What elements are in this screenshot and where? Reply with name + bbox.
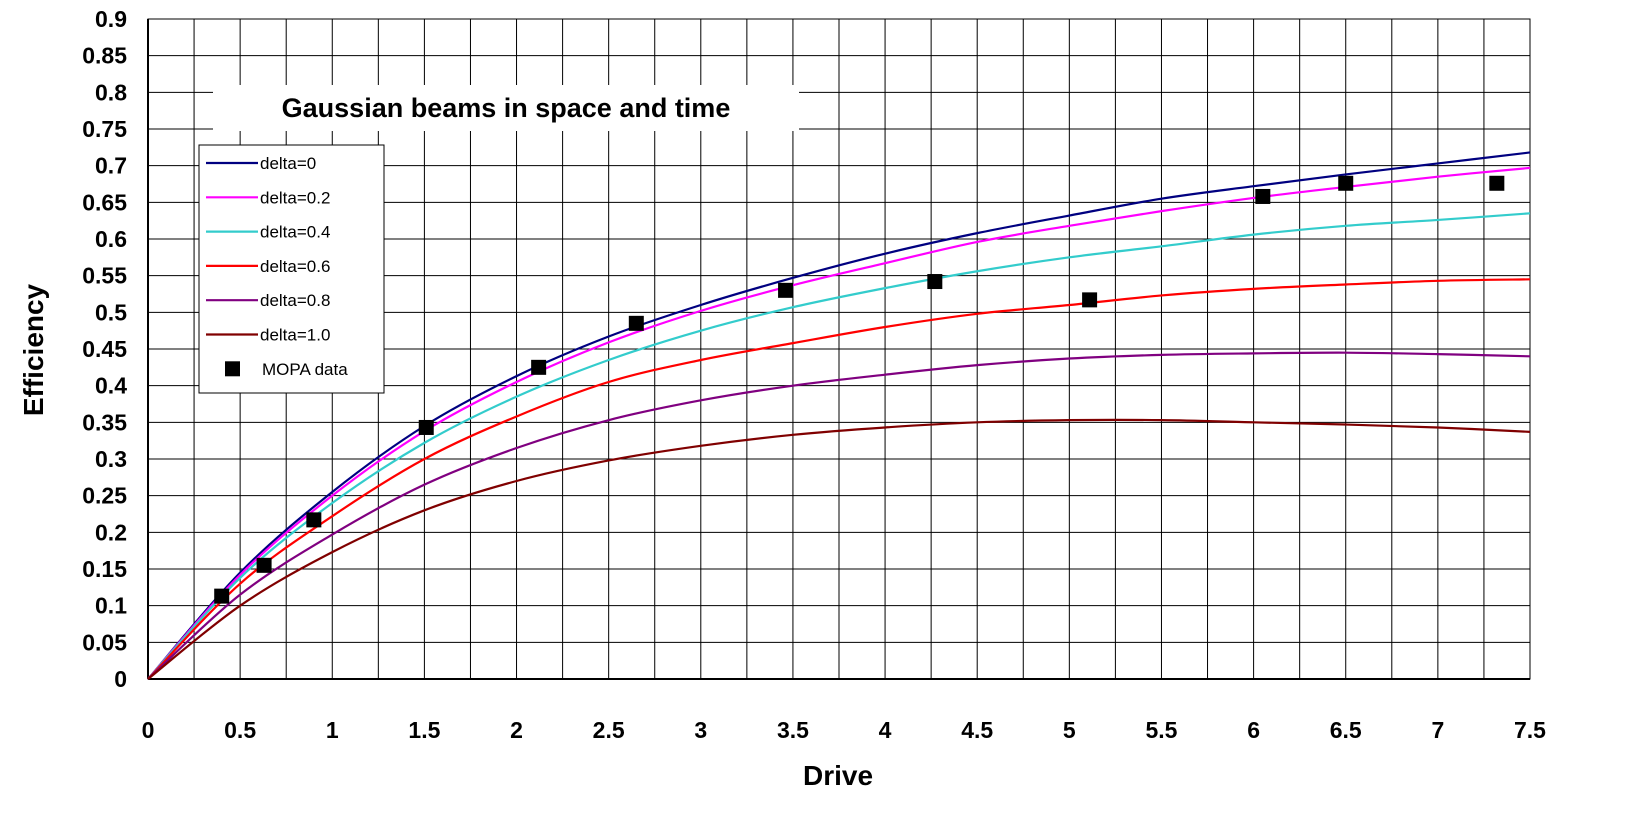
x-tick-label: 6.5: [1330, 717, 1362, 743]
legend: delta=0 delta=0.2 delta=0.4 delta=0.6 delta=…: [198, 144, 385, 394]
series-line-delta-0-6: [147, 278, 1531, 680]
x-tick-label: 0.5: [224, 717, 256, 743]
legend-box: [198, 144, 385, 394]
mopa-data-point: [306, 512, 322, 528]
y-tick-label: 0.15: [82, 556, 127, 582]
mopa-data-point: [531, 359, 547, 375]
y-tick-label: 0.05: [82, 629, 127, 655]
legend-label-delta-0: delta=0: [260, 154, 316, 173]
legend-label-mopa-data: MOPA data: [262, 360, 348, 379]
y-tick-label: 0.55: [82, 263, 127, 289]
y-tick-label: 0.6: [95, 226, 127, 252]
y-tick-label: 0.7: [95, 153, 127, 179]
x-tick-label: 3.5: [777, 717, 809, 743]
x-tick-label: 5: [1063, 717, 1076, 743]
y-axis-title: Efficiency: [18, 283, 49, 416]
series-line-delta-0-8: [147, 351, 1531, 680]
x-tick-labels: 0 0.5 1 1.5 2 2.5 3 3.5 4 4.5 5 5.5 6 6.5 7 7.5: [142, 717, 1547, 743]
legend-label-delta-0-4: delta=0.4: [260, 223, 330, 242]
series-line-delta-0-4: [147, 212, 1531, 680]
mopa-data-point: [214, 588, 230, 604]
y-tick-label: 0.2: [95, 519, 127, 545]
x-tick-label: 2: [510, 717, 523, 743]
y-tick-label: 0.25: [82, 483, 127, 509]
x-tick-label: 7.5: [1514, 717, 1546, 743]
x-tick-label: 3: [694, 717, 707, 743]
legend-label-delta-0-6: delta=0.6: [260, 257, 330, 276]
mopa-data-point: [1338, 175, 1354, 191]
x-tick-label: 7: [1431, 717, 1444, 743]
axes: [147, 18, 1531, 680]
mopa-data-point: [418, 419, 434, 435]
x-tick-label: 4: [879, 717, 892, 743]
y-tick-label: 0.5: [95, 299, 127, 325]
y-tick-label: 0.3: [95, 446, 127, 472]
x-tick-label: 1: [326, 717, 339, 743]
legend-label-delta-0-8: delta=0.8: [260, 291, 330, 310]
y-tick-label: 0.75: [82, 116, 127, 142]
y-tick-label: 0.35: [82, 409, 127, 435]
plot-series: [147, 151, 1531, 680]
x-tick-label: 1.5: [408, 717, 440, 743]
x-tick-label: 5.5: [1145, 717, 1177, 743]
mopa-data-point: [778, 282, 794, 298]
y-tick-label: 0.8: [95, 79, 127, 105]
x-tick-label: 0: [142, 717, 155, 743]
y-tick-label: 0: [114, 666, 127, 692]
mopa-data-point: [1082, 292, 1098, 308]
y-tick-label: 0.4: [95, 373, 127, 399]
chart-title: Gaussian beams in space and time: [282, 93, 731, 123]
y-tick-label: 0.9: [95, 6, 127, 32]
x-tick-label: 6: [1247, 717, 1260, 743]
series-line-delta-0-2: [147, 166, 1531, 680]
mopa-data-point: [256, 557, 272, 573]
y-tick-label: 0.45: [82, 336, 127, 362]
x-axis-title: Drive: [803, 760, 873, 791]
x-tick-label: 2.5: [593, 717, 625, 743]
series-line-delta-1-0: [147, 418, 1531, 680]
legend-swatch-mopa-data: [225, 361, 240, 377]
legend-items: delta=0 delta=0.2 delta=0.4 delta=0.6 delta=…: [206, 154, 348, 379]
mopa-data-point: [628, 315, 644, 331]
y-tick-labels: 0 0.05 0.1 0.15 0.2 0.25 0.3 0.35 0.4 0.45 0.5 0.55…: [82, 6, 127, 692]
y-tick-label: 0.65: [82, 189, 127, 215]
legend-label-delta-1-0: delta=1.0: [260, 326, 330, 345]
chart-title-box: Gaussian beams in space and time: [213, 85, 799, 131]
mopa-data-point: [927, 274, 943, 290]
mopa-data-point: [1489, 175, 1505, 191]
series-line-delta-0: [147, 151, 1531, 680]
legend-label-delta-0-2: delta=0.2: [260, 188, 330, 207]
y-tick-label: 0.85: [82, 43, 127, 69]
y-tick-label: 0.1: [95, 593, 127, 619]
x-tick-label: 4.5: [961, 717, 993, 743]
mopa-data-point: [1255, 188, 1271, 204]
